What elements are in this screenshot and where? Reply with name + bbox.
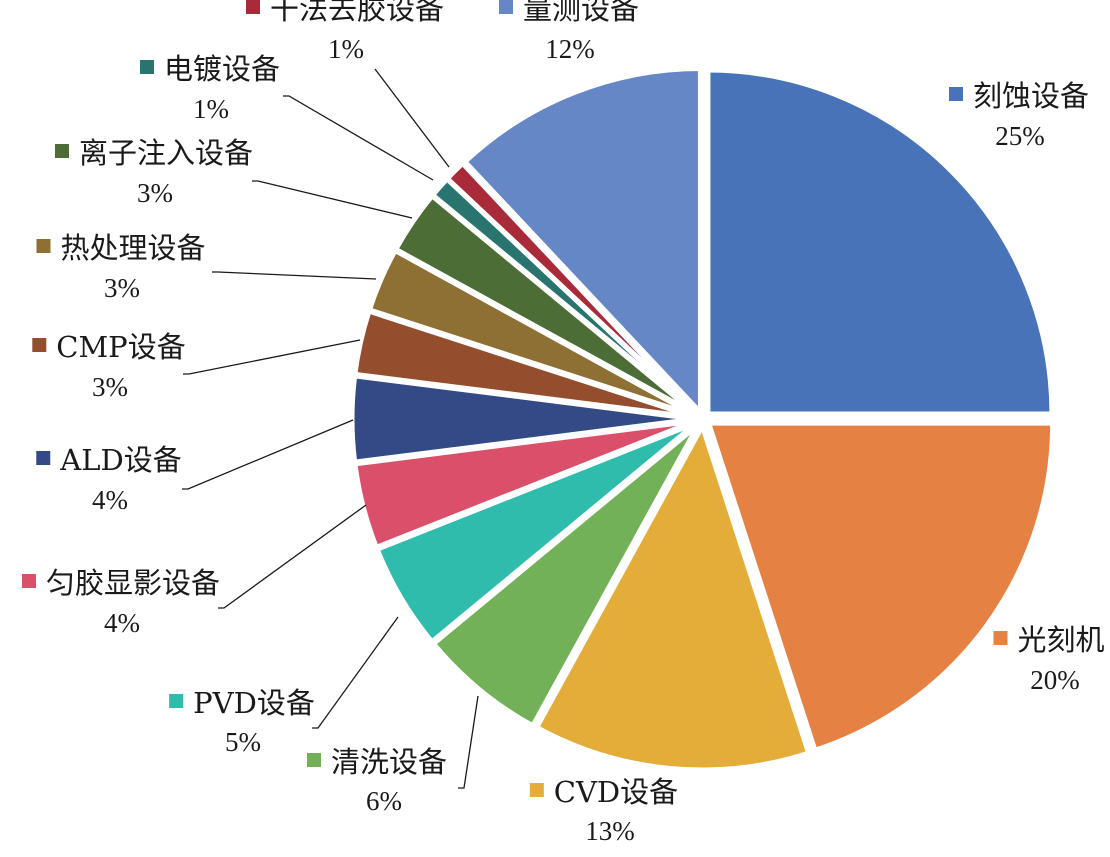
slice-percent-label: 3% (137, 178, 173, 208)
legend-swatch-icon (36, 239, 51, 253)
slice-percent-label: 3% (104, 273, 140, 303)
slice-name-label: 量测设备 (523, 0, 639, 26)
legend-swatch-icon (32, 338, 47, 352)
pie-slice (706, 420, 1056, 753)
slice-percent-label: 1% (328, 34, 364, 64)
slice-name-label: 清洗设备 (331, 745, 447, 779)
slice-label: ALD设备 4% (36, 443, 182, 515)
slice-name-label: PVD设备 (193, 686, 315, 720)
legend-swatch-icon (169, 694, 184, 708)
legend-swatch-icon (54, 144, 69, 158)
slice-name-label: 热处理设备 (60, 231, 205, 265)
slice-name-label: 匀胶显影设备 (46, 566, 220, 600)
data-labels: 刻蚀设备 25% 光刻机 20% CVD设备 13% 清洗设备 6% PVD设备 5% 匀胶显影设备… (21, 0, 1105, 846)
pie-slice (534, 423, 812, 773)
slice-percent-label: 20% (1030, 665, 1080, 695)
slice-label: CMP设备 3% (32, 330, 186, 402)
legend-swatch-icon (529, 783, 544, 797)
slice-label: 清洗设备 6% (306, 745, 447, 816)
legend-swatch-icon (245, 0, 260, 14)
slice-label: 光刻机 20% (993, 623, 1105, 695)
legend-swatch-icon (498, 0, 513, 14)
leader-line (183, 339, 361, 375)
slice-percent-label: 12% (545, 34, 595, 64)
leader-line (312, 616, 399, 729)
legend-swatch-icon (139, 60, 154, 74)
slice-name-label: 光刻机 (1017, 623, 1104, 657)
slice-label: 刻蚀设备 25% (948, 79, 1089, 151)
leader-line (212, 271, 377, 280)
leader-line (374, 68, 450, 168)
slice-name-label: 离子注入设备 (79, 136, 253, 170)
slice-label: 匀胶显影设备 4% (21, 566, 220, 638)
legend-swatch-icon (948, 87, 963, 101)
slice-percent-label: 25% (995, 121, 1045, 151)
slice-percent-label: 5% (225, 727, 261, 757)
slice-label: 干法去胶设备 1% (245, 0, 444, 64)
slice-name-label: CVD设备 (554, 775, 678, 809)
pie-slice (705, 67, 1055, 417)
leader-line (458, 695, 479, 789)
pie-slices (349, 65, 1056, 773)
slice-percent-label: 4% (92, 485, 128, 515)
slice-label: 量测设备 12% (498, 0, 639, 64)
slice-name-label: 刻蚀设备 (973, 79, 1089, 113)
legend-swatch-icon (21, 574, 36, 588)
slice-percent-label: 4% (104, 608, 140, 638)
slice-name-label: ALD设备 (59, 443, 181, 477)
legend-swatch-icon (36, 451, 51, 465)
slice-label: 电镀设备 1% (139, 52, 280, 124)
slice-label: 热处理设备 3% (36, 231, 206, 303)
pie-slice (462, 65, 703, 415)
leader-line (182, 419, 354, 490)
legend-swatch-icon (306, 753, 321, 767)
slice-name-label: 电镀设备 (164, 52, 280, 86)
slice-percent-label: 3% (92, 372, 128, 402)
slice-percent-label: 1% (193, 94, 229, 124)
leader-line (252, 180, 413, 219)
slice-label: PVD设备 5% (169, 686, 315, 757)
leader-line (283, 95, 434, 181)
leader-line (218, 504, 367, 609)
slice-percent-label: 6% (366, 786, 402, 816)
pie-slice (444, 160, 701, 417)
slice-label: 离子注入设备 3% (54, 136, 253, 208)
slice-name-label: CMP设备 (56, 330, 185, 364)
slice-name-label: 干法去胶设备 (270, 0, 444, 26)
slice-percent-label: 13% (585, 816, 635, 846)
slice-label: CVD设备 13% (529, 775, 678, 846)
legend-swatch-icon (993, 631, 1008, 645)
pie-slice (430, 421, 702, 729)
leader-lines (182, 68, 479, 789)
